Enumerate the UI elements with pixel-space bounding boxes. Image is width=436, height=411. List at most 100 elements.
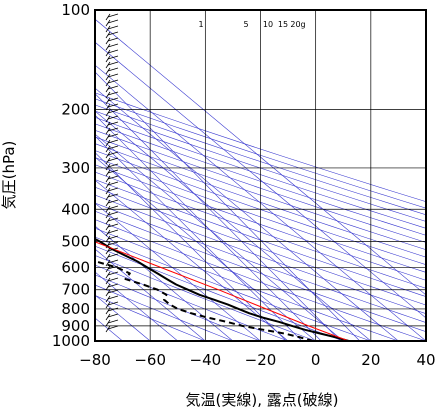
dry-adiabat-line	[95, 227, 399, 341]
dry-adiabat-line	[95, 179, 426, 297]
wind-barb-flag	[107, 253, 119, 258]
wind-barb-flag	[107, 223, 119, 228]
mixing-ratio-label: 15	[278, 20, 288, 29]
wind-barb-flag	[107, 259, 119, 264]
isotherm-line	[95, 225, 234, 341]
isotherm-line	[95, 248, 206, 341]
wind-barb-flag	[107, 307, 119, 312]
mixing-ratio-label: 20g	[290, 20, 305, 29]
mixing-ratio-labels: 1 5 10 15 20g	[198, 20, 305, 29]
wind-barb-flag	[107, 319, 119, 324]
dry-adiabat-line	[95, 245, 344, 341]
y-tick-label: 500	[61, 232, 90, 250]
wind-barb-flag	[107, 193, 119, 198]
mixing-ratio-label: 10	[263, 20, 273, 29]
wind-barb-flag	[107, 91, 119, 96]
series-layer	[95, 237, 350, 341]
dry-adiabat-line	[95, 123, 426, 236]
wind-barb-flag	[107, 283, 119, 288]
y-tick-label: 800	[61, 300, 90, 318]
dry-adiabat-line	[95, 284, 234, 341]
y-tick-label: 900	[61, 317, 90, 335]
wind-barb-flag	[107, 133, 119, 138]
wind-barb-flag	[107, 79, 119, 84]
x-tick-label: −20	[245, 351, 277, 369]
wind-barb-flag	[107, 241, 119, 246]
wind-barb-flag	[107, 229, 119, 234]
wind-barb-flag	[107, 157, 119, 162]
dry-adiabat-line	[95, 157, 426, 273]
dry-adiabat-line	[95, 274, 261, 341]
isotherm-line	[95, 64, 426, 341]
wind-barb-flag	[107, 25, 119, 30]
isotherm-line	[95, 202, 261, 341]
dry-adiabat-line	[95, 129, 426, 243]
wind-barb-flag	[107, 19, 119, 24]
wind-barbs	[105, 13, 119, 333]
wind-barb-flag	[107, 43, 119, 48]
dry-adiabat-line	[95, 110, 426, 222]
y-tick-label: 400	[61, 200, 90, 218]
wind-barb-flag	[107, 325, 119, 330]
dry-adiabat-line	[95, 236, 371, 341]
temperature-line	[95, 237, 350, 341]
y-axis-label: 気圧(hPa)	[0, 141, 18, 210]
wind-barb-flag	[107, 103, 119, 108]
wind-barb-flag	[107, 55, 119, 60]
wind-barb-flag	[107, 127, 119, 132]
x-tick-label: 40	[416, 351, 435, 369]
wind-barb-flag	[107, 265, 119, 270]
isotherm-line	[95, 179, 289, 341]
wind-barb-flag	[107, 73, 119, 78]
x-tick-label: 0	[311, 351, 321, 369]
wind-barb-flag	[107, 151, 119, 156]
dry-adiabat-line	[95, 202, 426, 323]
wind-barb-flag	[107, 115, 119, 120]
wind-barb-flag	[107, 301, 119, 306]
isotherm-line	[95, 133, 344, 341]
parcel-line	[95, 241, 349, 341]
dry-adiabat-line	[95, 136, 426, 251]
dry-adiabat-line	[95, 143, 426, 258]
dry-adiabat-line	[95, 98, 426, 209]
wind-barb-flag	[107, 67, 119, 72]
dry-adiabat-line	[95, 92, 426, 202]
dry-adiabat-line	[95, 164, 426, 281]
x-tick-label: −60	[134, 351, 166, 369]
dry-adiabat-line	[95, 104, 426, 216]
x-tick-label: −40	[190, 351, 222, 369]
wind-barb-flag	[107, 181, 119, 186]
y-tick-label: 100	[61, 1, 90, 19]
wind-barb-flag	[107, 145, 119, 150]
wind-barb-flag	[107, 163, 119, 168]
isotherm-line	[95, 156, 316, 341]
y-tick-label: 700	[61, 281, 90, 299]
grid-lines	[95, 10, 426, 341]
dry-adiabat-line	[95, 186, 426, 306]
mixing-ratio-line	[95, 114, 322, 341]
wind-barb-flag	[107, 217, 119, 222]
mixing-ratio-label: 5	[243, 20, 248, 29]
x-tick-label: −80	[79, 351, 111, 369]
wind-barb-flag	[107, 31, 119, 36]
x-tick-label: 20	[361, 351, 380, 369]
wind-barb-flag	[107, 49, 119, 54]
isotherm-line	[95, 41, 426, 319]
plot-frame	[94, 9, 427, 342]
dry-adiabat-line	[95, 295, 206, 341]
dry-adiabat-line	[95, 150, 426, 266]
wind-barb-flag	[107, 121, 119, 126]
wind-barb-flag	[107, 175, 119, 180]
dry-adiabat-line	[95, 171, 426, 289]
dry-adiabat-line	[95, 255, 316, 341]
wind-barb-flag	[107, 187, 119, 192]
mixing-ratio-line	[95, 93, 341, 341]
dry-adiabat-line	[95, 210, 426, 332]
wind-barb-flag	[107, 277, 119, 282]
dry-adiabat-line	[95, 194, 426, 314]
mixing-ratio-label: 1	[198, 20, 203, 29]
isotherm-line	[95, 110, 372, 341]
mixing-ratio-line	[95, 135, 303, 341]
